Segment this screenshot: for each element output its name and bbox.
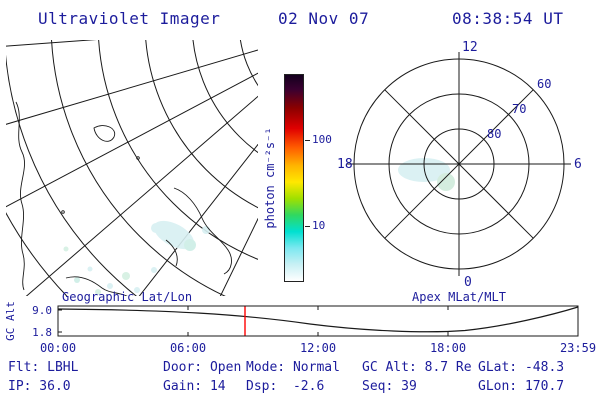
mlt-label-0: 0 <box>464 275 472 290</box>
date-label: 02 Nov 07 <box>278 9 370 28</box>
geographic-map-panel <box>6 40 258 296</box>
status-door: Door: Open <box>163 360 242 375</box>
mlat-ring-label-60: 60 <box>537 77 551 91</box>
mlt-label-6: 6 <box>574 157 582 172</box>
alt-xtick-2359: 23:59 <box>560 341 596 355</box>
time-label: 08:38:54 UT <box>452 9 564 28</box>
auroral-emission-patches <box>63 220 210 295</box>
auroral-emission-polar <box>398 158 455 191</box>
altitude-curve <box>57 306 579 333</box>
alt-ytick-top: 9.0 <box>32 304 52 317</box>
status-glat: GLat: -48.3 <box>478 360 565 375</box>
status-dsp: Dsp: -2.6 <box>246 379 325 394</box>
mlt-label-18: 18 <box>337 157 353 172</box>
colorbar-tick-10 <box>305 226 310 227</box>
colorbar-tick-label-lower: 10 <box>312 219 326 232</box>
apex-panel-caption: Apex MLat/MLT <box>412 290 506 304</box>
status-gain: Gain: 14 <box>163 379 226 394</box>
status-mode: Mode: Normal <box>246 360 340 375</box>
status-glon: GLon: 170.7 <box>478 379 565 394</box>
alt-xtick-0000: 00:00 <box>40 341 76 355</box>
geo-panel-caption: Geographic Lat/Lon <box>62 290 193 304</box>
mlt-axis-ticks <box>347 52 571 276</box>
mlat-ring-label-70: 70 <box>512 102 526 116</box>
colorbar-tick-label-upper: 100 <box>312 133 332 146</box>
status-ip: IP: 36.0 <box>8 379 71 394</box>
app-title: Ultraviolet Imager <box>38 9 221 28</box>
alt-ylabel: GC Alt <box>4 301 17 341</box>
colorbar-axis-label: photon cm⁻²s⁻¹ <box>263 127 277 229</box>
status-flt: Flt: LBHL <box>8 360 79 375</box>
altitude-axis-ticks <box>57 306 579 336</box>
alt-xtick-1800: 18:00 <box>430 341 466 355</box>
alt-xtick-0600: 06:00 <box>170 341 206 355</box>
apex-polar-panel: 12 18 6 0 60 70 80 <box>337 40 582 290</box>
altitude-time-plot: 9.0 1.8 GC Alt 00:00 06:00 12:00 18:00 2… <box>4 301 596 355</box>
mlat-ring-label-80: 80 <box>487 127 501 141</box>
colorbar-tick-100 <box>305 140 310 141</box>
mlt-label-12: 12 <box>462 40 478 55</box>
intensity-colorbar <box>284 74 304 282</box>
status-seq: Seq: 39 <box>362 379 417 394</box>
lat-lon-grid-meridians <box>6 40 258 296</box>
status-gcalt: GC Alt: 8.7 Re <box>362 360 472 375</box>
lat-lon-grid-arcs <box>6 40 258 296</box>
mlt-spokes <box>354 59 564 269</box>
coastlines <box>15 101 232 296</box>
alt-ytick-bottom: 1.8 <box>32 326 52 339</box>
alt-xtick-1200: 12:00 <box>300 341 336 355</box>
